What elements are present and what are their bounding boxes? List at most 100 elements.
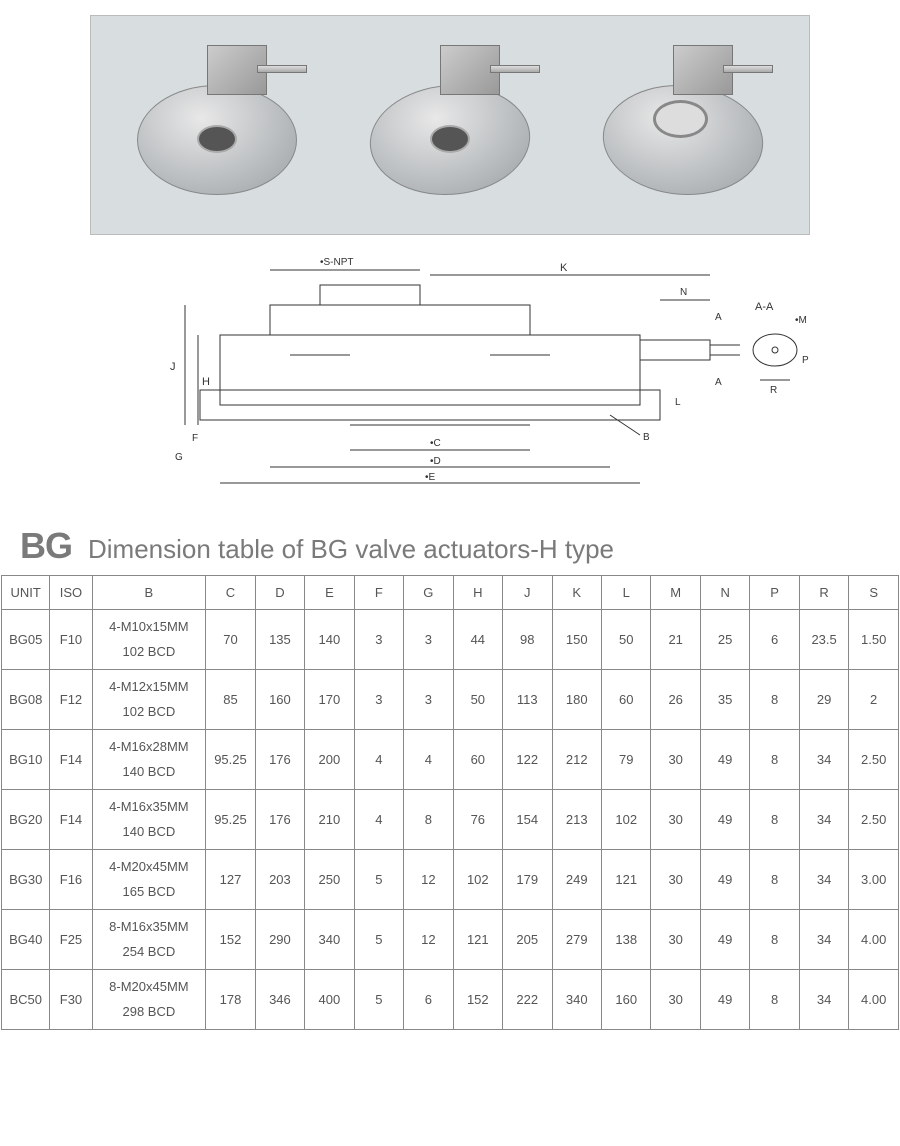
dim-label-n: N xyxy=(680,287,687,298)
table-cell: 122 xyxy=(503,730,552,790)
dim-label-a-bot: A xyxy=(715,377,722,388)
table-cell: 154 xyxy=(503,790,552,850)
table-cell: 340 xyxy=(305,910,354,970)
table-cell: 25 xyxy=(700,610,749,670)
table-cell: 5 xyxy=(354,970,403,1030)
th-j: J xyxy=(503,576,552,610)
table-cell: 4-M16x35MM140 BCD xyxy=(92,790,206,850)
table-cell: 49 xyxy=(700,970,749,1030)
table-cell: 6 xyxy=(404,970,453,1030)
table-cell: 8 xyxy=(404,790,453,850)
table-cell: 179 xyxy=(503,850,552,910)
th-d: D xyxy=(255,576,304,610)
dim-label-l: L xyxy=(675,397,681,408)
table-cell: BG30 xyxy=(2,850,50,910)
table-row: BG30F164-M20x45MM165 BCD1272032505121021… xyxy=(2,850,899,910)
dim-label-e: •E xyxy=(425,472,436,483)
table-cell: 3 xyxy=(404,670,453,730)
engineering-drawing: •S-NPT K N A A L B J H F G •C •D •E A-A … xyxy=(150,245,810,505)
table-cell: 49 xyxy=(700,850,749,910)
table-cell: 35 xyxy=(700,670,749,730)
table-cell: 34 xyxy=(799,790,848,850)
table-cell: 346 xyxy=(255,970,304,1030)
th-iso: ISO xyxy=(50,576,92,610)
table-cell: 2.50 xyxy=(849,790,899,850)
table-cell: 176 xyxy=(255,790,304,850)
actuator-render-1 xyxy=(117,35,317,215)
table-cell: 34 xyxy=(799,850,848,910)
table-cell: 138 xyxy=(601,910,650,970)
table-cell: 4-M12x15MM102 BCD xyxy=(92,670,206,730)
th-h: H xyxy=(453,576,502,610)
table-cell: 176 xyxy=(255,730,304,790)
table-cell: 4-M16x28MM140 BCD xyxy=(92,730,206,790)
table-cell: 3.00 xyxy=(849,850,899,910)
table-cell: 3 xyxy=(354,670,403,730)
table-cell: 50 xyxy=(453,670,502,730)
table-cell: 8 xyxy=(750,850,799,910)
table-cell: 249 xyxy=(552,850,601,910)
table-cell: 152 xyxy=(206,910,255,970)
table-cell: 4.00 xyxy=(849,970,899,1030)
th-c: C xyxy=(206,576,255,610)
table-cell: F14 xyxy=(50,730,92,790)
table-cell: 8 xyxy=(750,790,799,850)
dim-label-h: H xyxy=(202,376,210,388)
table-cell: F12 xyxy=(50,670,92,730)
table-cell: 23.5 xyxy=(799,610,848,670)
table-cell: 213 xyxy=(552,790,601,850)
product-render-panel xyxy=(90,15,810,235)
table-cell: 12 xyxy=(404,910,453,970)
table-cell: 8-M20x45MM298 BCD xyxy=(92,970,206,1030)
dim-label-k: K xyxy=(560,262,568,274)
table-cell: 30 xyxy=(651,970,700,1030)
table-cell: 30 xyxy=(651,850,700,910)
table-cell: 12 xyxy=(404,850,453,910)
table-row: BG08F124-M12x15MM102 BCD8516017033501131… xyxy=(2,670,899,730)
title-row: BG Dimension table of BG valve actuators… xyxy=(0,515,900,575)
th-g: G xyxy=(404,576,453,610)
table-cell: 8-M16x35MM254 BCD xyxy=(92,910,206,970)
table-cell: 50 xyxy=(601,610,650,670)
table-cell: 113 xyxy=(503,670,552,730)
table-cell: 180 xyxy=(552,670,601,730)
dim-label-a-top: A xyxy=(715,312,722,323)
table-cell: BC50 xyxy=(2,970,50,1030)
table-cell: 44 xyxy=(453,610,502,670)
table-cell: BG40 xyxy=(2,910,50,970)
dim-label-r: R xyxy=(770,385,777,396)
table-cell: 30 xyxy=(651,910,700,970)
table-cell: 210 xyxy=(305,790,354,850)
table-cell: 30 xyxy=(651,790,700,850)
table-row: BG40F258-M16x35MM254 BCD1522903405121212… xyxy=(2,910,899,970)
th-s: S xyxy=(849,576,899,610)
table-cell: 4-M10x15MM102 BCD xyxy=(92,610,206,670)
table-cell: 70 xyxy=(206,610,255,670)
table-cell: F30 xyxy=(50,970,92,1030)
table-cell: 160 xyxy=(255,670,304,730)
table-row: BG05F104-M10x15MM102 BCD7013514033449815… xyxy=(2,610,899,670)
table-cell: 279 xyxy=(552,910,601,970)
table-cell: 98 xyxy=(503,610,552,670)
table-cell: F14 xyxy=(50,790,92,850)
table-cell: 4 xyxy=(354,730,403,790)
table-cell: 222 xyxy=(503,970,552,1030)
table-row: BG10F144-M16x28MM140 BCD95.2517620044601… xyxy=(2,730,899,790)
table-cell: 200 xyxy=(305,730,354,790)
table-cell: 8 xyxy=(750,910,799,970)
table-cell: BG08 xyxy=(2,670,50,730)
table-cell: 6 xyxy=(750,610,799,670)
dim-label-c: •C xyxy=(430,438,441,449)
table-cell: 160 xyxy=(601,970,650,1030)
table-cell: F10 xyxy=(50,610,92,670)
table-cell: 60 xyxy=(453,730,502,790)
th-r: R xyxy=(799,576,848,610)
table-cell: 170 xyxy=(305,670,354,730)
table-cell: 49 xyxy=(700,790,749,850)
table-cell: 60 xyxy=(601,670,650,730)
title-prefix: BG xyxy=(20,525,72,567)
table-cell: 34 xyxy=(799,730,848,790)
table-cell: BG10 xyxy=(2,730,50,790)
dim-label-b: B xyxy=(643,432,650,443)
table-cell: 79 xyxy=(601,730,650,790)
